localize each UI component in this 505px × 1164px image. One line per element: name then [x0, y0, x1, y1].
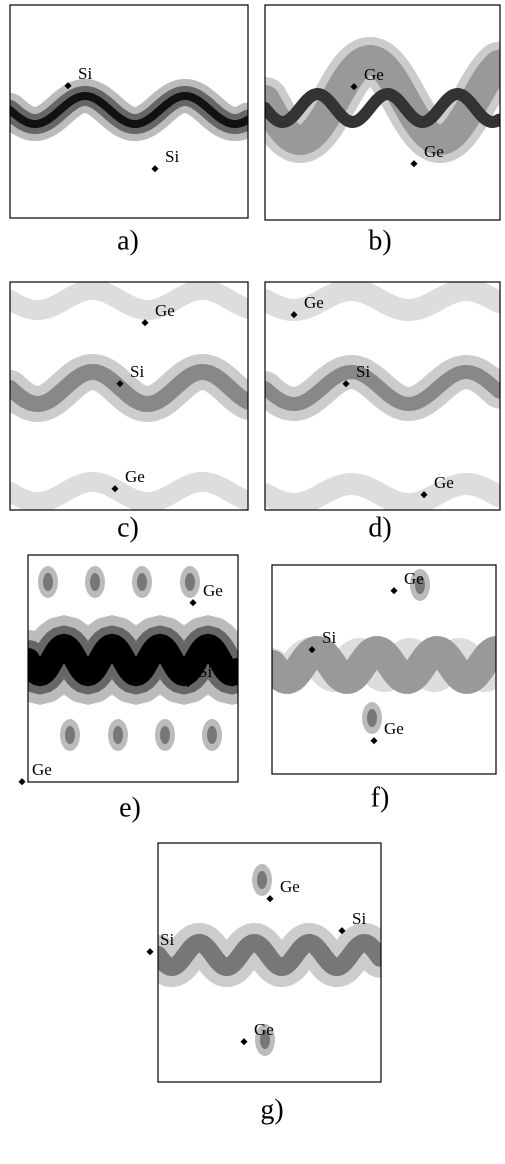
atom-marker [338, 927, 346, 935]
atom-label: Ge [155, 301, 175, 320]
atom-marker [390, 587, 398, 595]
atom-label: Ge [304, 293, 324, 312]
density-band [10, 363, 248, 413]
atom-label: Ge [434, 473, 454, 492]
panel: Ge Si Si Ge g) [146, 842, 382, 1125]
panel-frame [157, 842, 382, 1083]
density-map [28, 566, 238, 751]
atom-marker [189, 599, 197, 607]
atom-label: Si [130, 362, 144, 381]
atom-label: Si [165, 147, 179, 166]
panel-caption: d) [368, 512, 391, 543]
panel-frame [9, 281, 249, 511]
atom-marker [290, 311, 298, 319]
panel: Ge Si Ge d) [264, 281, 501, 543]
density-map [10, 79, 248, 141]
density-band [10, 282, 248, 320]
panel-caption: a) [117, 225, 139, 256]
density-band [158, 933, 381, 977]
density-band [265, 282, 500, 321]
panel: Ge Si Ge f) [271, 564, 497, 813]
density-blob [90, 573, 100, 591]
panel-caption: e) [119, 792, 141, 823]
density-band [272, 636, 496, 694]
density-blob [367, 709, 377, 727]
atom-label: Ge [32, 760, 52, 779]
panel-frame [264, 281, 501, 511]
atom-marker [410, 160, 418, 168]
atom-marker [184, 680, 192, 688]
density-band [28, 633, 238, 687]
atom-label: Si [352, 909, 366, 928]
atom-label: Si [160, 930, 174, 949]
atom-marker [370, 737, 378, 745]
density-blob [415, 576, 425, 594]
density-map [10, 282, 248, 510]
panel: Ge Si Ge e) [18, 554, 239, 823]
atom-marker [151, 165, 159, 173]
panel-frame [9, 4, 249, 219]
panel: Ge Ge b) [264, 4, 501, 256]
atom-label: Ge [280, 877, 300, 896]
atom-marker [141, 319, 149, 327]
density-map [265, 282, 500, 510]
density-band [10, 92, 248, 128]
atom-label: Si [356, 362, 370, 381]
density-band [265, 473, 500, 510]
density-band [265, 87, 500, 129]
atom-label: Ge [404, 569, 424, 588]
atom-label: Ge [384, 719, 404, 738]
density-band [10, 472, 248, 510]
atom-marker [420, 491, 428, 499]
atom-label: Si [78, 64, 92, 83]
atom-marker [146, 948, 154, 956]
density-map [265, 37, 500, 163]
panel-frame [27, 554, 239, 783]
atom-marker [64, 82, 72, 90]
panel-caption: c) [117, 512, 139, 543]
atom-label: Ge [424, 142, 444, 161]
density-blob [260, 1031, 270, 1049]
panel-caption: b) [368, 225, 391, 256]
atom-label: Si [322, 628, 336, 647]
atom-label: Si [198, 662, 212, 681]
density-blob [257, 871, 267, 889]
density-band [265, 364, 500, 412]
density-map [158, 864, 381, 1056]
density-blob [65, 726, 75, 744]
density-blob [43, 573, 53, 591]
panel-caption: g) [260, 1094, 283, 1125]
density-blob [113, 726, 123, 744]
atom-marker [266, 895, 274, 903]
density-map [272, 569, 496, 734]
panel-frame [271, 564, 497, 775]
atom-marker [342, 380, 350, 388]
atom-marker [350, 83, 358, 91]
panel-caption: f) [371, 782, 390, 813]
density-band [265, 45, 500, 155]
panel: Si Si a) [9, 4, 249, 256]
atom-label: Ge [254, 1020, 274, 1039]
density-blob [160, 726, 170, 744]
atom-marker [18, 778, 26, 786]
atom-label: Ge [125, 467, 145, 486]
panel: Ge Si Ge c) [9, 281, 249, 543]
atom-label: Ge [203, 581, 223, 600]
panel-frame [264, 4, 501, 221]
atom-marker [308, 646, 316, 654]
density-blob [207, 726, 217, 744]
atom-marker [240, 1038, 248, 1046]
atom-label: Ge [364, 65, 384, 84]
density-blob [137, 573, 147, 591]
density-blob [185, 573, 195, 591]
